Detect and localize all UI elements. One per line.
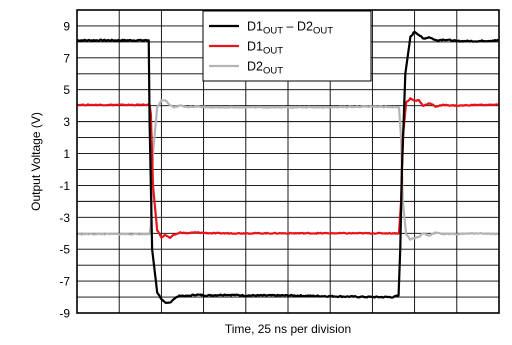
legend-label: D2OUT​	[247, 60, 283, 77]
series-line-1	[76, 30, 500, 304]
series-line-3	[76, 99, 500, 241]
legend-label: D1OUT​ – D2OUT​	[247, 20, 333, 37]
plot-frame	[76, 9, 500, 314]
y-tick-label: 9	[63, 19, 70, 33]
x-axis-label: Time, 25 ns per division	[225, 322, 351, 336]
legend-label: D1OUT​	[247, 40, 283, 57]
y-tick-label: -5	[59, 243, 70, 257]
y-tick-label: -3	[59, 211, 70, 225]
series-layer	[76, 30, 500, 304]
series-line-2	[76, 97, 500, 239]
y-tick-label: -1	[59, 179, 70, 193]
y-tick-label: 3	[63, 115, 70, 129]
y-tick-label: -7	[59, 275, 70, 289]
y-tick-label: -9	[59, 307, 70, 321]
y-tick-labels: 9 7 5 3 1 -1 -3 -5 -7 -9	[59, 19, 70, 320]
y-tick-label: 7	[63, 51, 70, 65]
legend: D1OUT​ – D2OUT​ D1OUT​ D2OUT​	[202, 10, 372, 82]
y-tick-label: 5	[63, 83, 70, 97]
y-tick-label: 1	[63, 147, 70, 161]
y-axis-label: Output Voltage (V)	[29, 112, 43, 211]
